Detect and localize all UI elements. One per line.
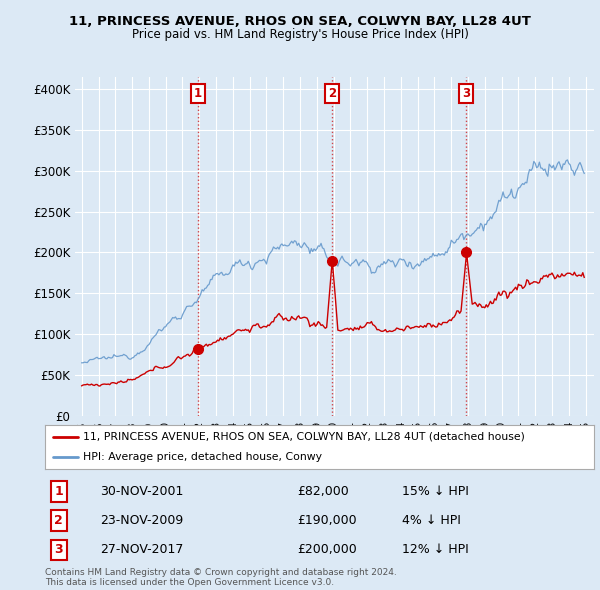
Text: £200,000: £200,000: [298, 543, 357, 556]
Text: HPI: Average price, detached house, Conwy: HPI: Average price, detached house, Conw…: [83, 452, 322, 462]
Text: 4% ↓ HPI: 4% ↓ HPI: [402, 514, 461, 527]
Text: 27-NOV-2017: 27-NOV-2017: [100, 543, 183, 556]
Text: 15% ↓ HPI: 15% ↓ HPI: [402, 485, 469, 498]
Text: 2: 2: [328, 87, 336, 100]
Text: Contains HM Land Registry data © Crown copyright and database right 2024.
This d: Contains HM Land Registry data © Crown c…: [45, 568, 397, 587]
Text: 1: 1: [194, 87, 202, 100]
Text: 11, PRINCESS AVENUE, RHOS ON SEA, COLWYN BAY, LL28 4UT (detached house): 11, PRINCESS AVENUE, RHOS ON SEA, COLWYN…: [83, 432, 526, 442]
Text: 3: 3: [55, 543, 63, 556]
Text: Price paid vs. HM Land Registry's House Price Index (HPI): Price paid vs. HM Land Registry's House …: [131, 28, 469, 41]
Text: £190,000: £190,000: [298, 514, 357, 527]
Text: 11, PRINCESS AVENUE, RHOS ON SEA, COLWYN BAY, LL28 4UT: 11, PRINCESS AVENUE, RHOS ON SEA, COLWYN…: [69, 15, 531, 28]
Text: 12% ↓ HPI: 12% ↓ HPI: [402, 543, 469, 556]
Text: 30-NOV-2001: 30-NOV-2001: [100, 485, 183, 498]
Text: £82,000: £82,000: [298, 485, 349, 498]
Text: 1: 1: [55, 485, 63, 498]
Text: 23-NOV-2009: 23-NOV-2009: [100, 514, 183, 527]
Text: 3: 3: [462, 87, 470, 100]
Text: 2: 2: [55, 514, 63, 527]
